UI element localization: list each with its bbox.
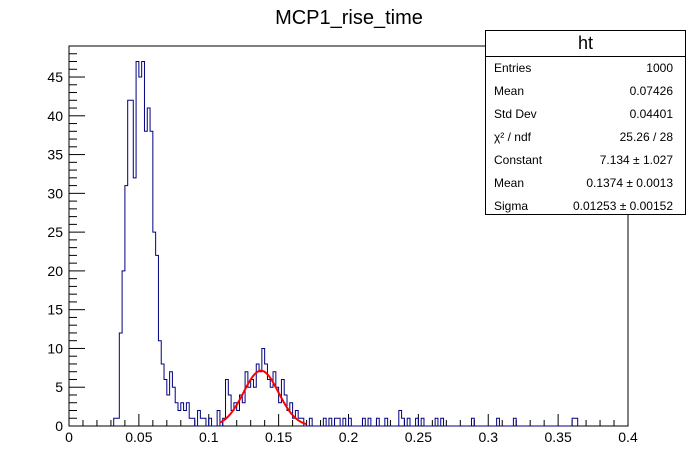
stats-label: Entries bbox=[494, 61, 532, 75]
histogram-bin bbox=[153, 232, 156, 426]
y-axis: 0 5 10 15 20 25 30 35 40 45 bbox=[47, 45, 85, 434]
histogram-bin bbox=[259, 372, 262, 426]
x-tick-label: 0 bbox=[65, 429, 73, 445]
x-tick-label: 0.05 bbox=[125, 429, 152, 445]
y-tick-label: 35 bbox=[47, 147, 63, 163]
histogram-bin bbox=[253, 387, 256, 426]
stats-label: Mean bbox=[494, 84, 525, 98]
histogram-bin bbox=[200, 418, 203, 426]
histogram-bin bbox=[189, 418, 192, 426]
stats-value: 7.134 ± 1.027 bbox=[599, 153, 673, 167]
stats-label: χ² / ndf bbox=[494, 130, 531, 144]
stats-row-mean: Mean 0.07426 bbox=[486, 80, 685, 103]
y-tick-label: 10 bbox=[47, 340, 63, 356]
stats-box: ht Entries 1000 Mean 0.07426 Std Dev 0.0… bbox=[485, 30, 686, 215]
stats-label: Std Dev bbox=[494, 107, 537, 121]
y-tick-label: 20 bbox=[47, 263, 63, 279]
stats-value: 0.01253 ± 0.00152 bbox=[572, 199, 673, 213]
y-tick-label: 5 bbox=[55, 379, 63, 395]
x-tick-label: 0.4 bbox=[618, 429, 638, 445]
stats-label: Sigma bbox=[494, 199, 529, 213]
histogram-bin bbox=[133, 178, 136, 426]
stats-label: Mean bbox=[494, 176, 525, 190]
stats-label: Constant bbox=[494, 153, 543, 167]
y-tick-label: 25 bbox=[47, 224, 63, 240]
histogram-bin bbox=[287, 410, 290, 426]
x-tick-label: 0.35 bbox=[545, 429, 572, 445]
histogram-bin bbox=[139, 77, 142, 426]
histogram-bin bbox=[147, 108, 150, 426]
y-tick-label: 15 bbox=[47, 302, 63, 318]
histogram-bin bbox=[144, 131, 147, 426]
x-tick-label: 0.25 bbox=[405, 429, 432, 445]
stats-value: 0.07426 bbox=[629, 84, 673, 98]
histogram-bin bbox=[270, 387, 273, 426]
x-tick-label: 0.3 bbox=[479, 429, 499, 445]
y-tick-label: 30 bbox=[47, 185, 63, 201]
stats-row-fit-mean: Mean 0.1374 ± 0.0013 bbox=[486, 172, 685, 195]
y-tick-label: 0 bbox=[55, 418, 63, 434]
stats-row-sigma: Sigma 0.01253 ± 0.00152 bbox=[486, 195, 685, 218]
stats-row-std-dev: Std Dev 0.04401 bbox=[486, 103, 685, 126]
y-tick-label: 40 bbox=[47, 108, 63, 124]
x-tick-label: 0.1 bbox=[199, 429, 219, 445]
stats-value: 0.1374 ± 0.0013 bbox=[586, 176, 673, 190]
stats-box-title: ht bbox=[486, 31, 685, 57]
histogram-bin bbox=[117, 418, 120, 426]
stats-value: 25.26 / 28 bbox=[619, 130, 673, 144]
x-tick-label: 0.15 bbox=[265, 429, 292, 445]
gaussian-fit-curve bbox=[219, 369, 307, 426]
histogram-bin bbox=[184, 410, 187, 426]
y-tick-label: 45 bbox=[47, 69, 63, 85]
x-tick-label: 0.2 bbox=[339, 429, 359, 445]
stats-row-constant: Constant 7.134 ± 1.027 bbox=[486, 149, 685, 172]
stats-value: 0.04401 bbox=[629, 107, 673, 121]
histogram-bin bbox=[242, 403, 245, 426]
stats-row-chi2-ndf: χ² / ndf 25.26 / 28 bbox=[486, 126, 685, 149]
chart-title: MCP1_rise_time bbox=[275, 7, 423, 29]
stats-row-entries: Entries 1000 bbox=[486, 57, 685, 80]
stats-value: 1000 bbox=[646, 61, 673, 75]
histogram-outline bbox=[113, 61, 579, 427]
